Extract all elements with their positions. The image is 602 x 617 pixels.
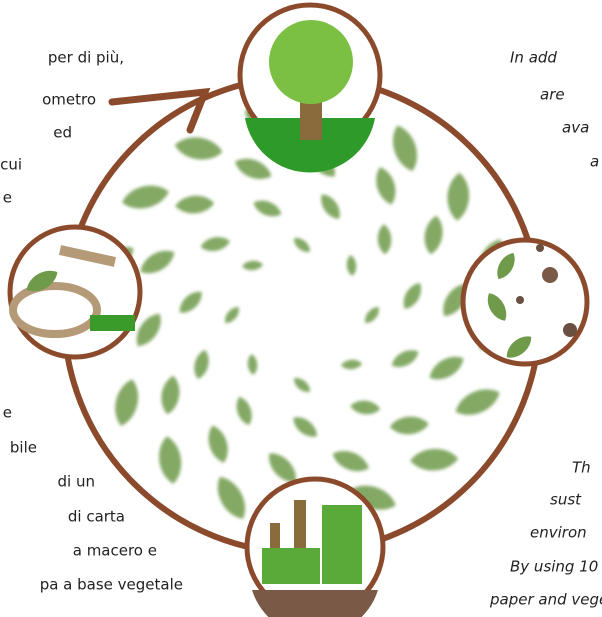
leaf (173, 134, 224, 162)
text-line: ava (562, 119, 589, 137)
text-line: pa a base vegetale (40, 576, 183, 594)
leaf (329, 446, 372, 477)
text-line: per di più, (48, 49, 124, 67)
leaf (377, 224, 392, 255)
text-line: are (540, 86, 565, 104)
leaf (210, 472, 252, 524)
text-line: e (3, 189, 12, 207)
leaf (232, 154, 275, 185)
text-line: Th (572, 459, 591, 477)
leaf (233, 395, 255, 428)
leaf (191, 348, 211, 380)
text-line: a (590, 153, 599, 171)
leaf (350, 399, 381, 415)
text-line: paper and veget (489, 591, 602, 609)
leaf (389, 415, 429, 435)
leaf (159, 374, 182, 415)
leaf (422, 214, 445, 255)
leaf (446, 172, 470, 221)
leaf (204, 423, 232, 465)
leaf (341, 359, 363, 370)
leaf (289, 412, 321, 441)
text-line: environ (530, 524, 587, 542)
leaf (222, 304, 243, 326)
right-bottom-text: Th sust environ By using 10 paper and ve… (489, 459, 602, 609)
right-top-text: In add are ava a (510, 49, 599, 171)
compost-icon (463, 240, 587, 364)
text-line: ed (53, 124, 72, 142)
leaf (362, 304, 383, 326)
leaf (410, 448, 459, 472)
leaf (136, 245, 179, 280)
leaf (389, 346, 422, 372)
leaf (111, 377, 143, 429)
illustration: per di più, ometro ed cui e e bile di un… (0, 0, 602, 617)
leaf (291, 235, 313, 256)
leaf (242, 260, 264, 271)
tree-icon (240, 5, 380, 173)
leaf (346, 255, 357, 277)
leaf (175, 194, 215, 214)
leaf (372, 165, 400, 207)
text-line: di un (58, 473, 95, 491)
page: {"left_top_text": ["per di più,", "ometr… (0, 0, 602, 617)
leaf (399, 280, 426, 313)
leaf (387, 122, 423, 174)
text-line: cui (0, 156, 22, 174)
leaf (451, 383, 504, 422)
leaf (251, 197, 284, 221)
factory-icon (247, 479, 383, 617)
leaf (247, 354, 258, 376)
garden-hose-icon (10, 227, 140, 357)
text-line: a macero e (73, 542, 157, 560)
text-line: di carta (68, 508, 125, 526)
text-line: e (3, 404, 12, 422)
text-line: ometro (42, 91, 96, 109)
text-line: sust (550, 491, 582, 509)
leaf (156, 435, 184, 485)
text-line: In add (510, 49, 557, 67)
text-line: bile (10, 439, 37, 457)
leaf (291, 375, 313, 396)
leaf (316, 191, 344, 223)
leaf (175, 287, 206, 317)
leaf (425, 351, 468, 386)
text-line: By using 10 (510, 558, 598, 576)
leaf (199, 235, 231, 254)
leaf (120, 181, 172, 213)
